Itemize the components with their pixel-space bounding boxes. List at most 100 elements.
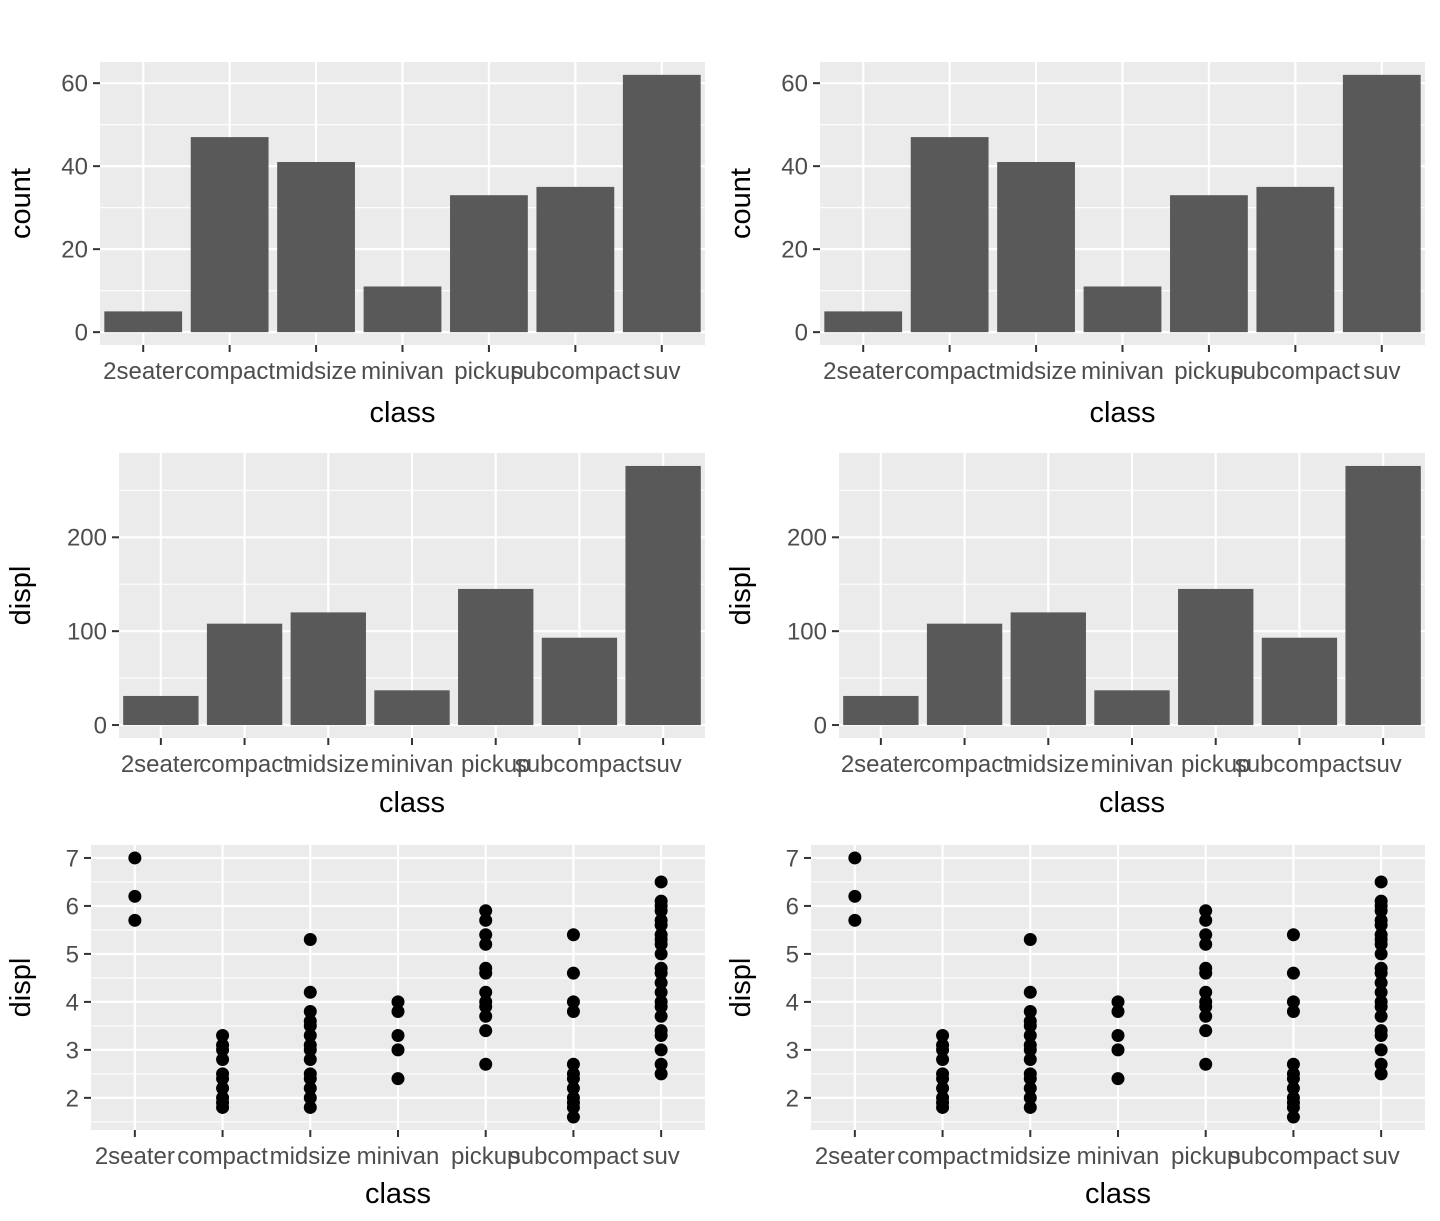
bar-minivan [1083, 286, 1162, 333]
x-tick-label-suv: suv [644, 751, 681, 778]
bar-2seater [123, 695, 199, 726]
point-pickup [479, 1009, 493, 1023]
x-tick-label-2seater: 2seater [103, 358, 183, 385]
x-tick-label-minivan: minivan [371, 751, 454, 778]
point-suv [654, 894, 668, 908]
y-tick-label: 100 [787, 619, 827, 646]
point-suv [1374, 1057, 1388, 1071]
point-subcompact [1286, 1067, 1300, 1081]
point-suv [654, 875, 668, 889]
y-axis-title: displ [5, 566, 37, 626]
y-axis-title: displ [725, 958, 757, 1018]
point-midsize [303, 985, 317, 999]
bar-subcompact [541, 637, 618, 726]
point-minivan [1111, 1004, 1125, 1018]
bar-midsize [290, 612, 366, 726]
x-tick-label-subcompact: subcompact [1231, 358, 1361, 385]
point-suv [654, 913, 668, 927]
x-tick-label-subcompact: subcompact [509, 1143, 639, 1170]
y-tick-label: 4 [66, 989, 79, 1016]
point-midsize [303, 1004, 317, 1018]
point-suv [1374, 1043, 1388, 1057]
point-pickup [479, 995, 493, 1009]
point-suv [1374, 961, 1388, 975]
x-axis-title: class [365, 1178, 431, 1210]
point-midsize [303, 1091, 317, 1105]
point-midsize [1023, 985, 1037, 999]
x-tick-label-subcompact: subcompact [1229, 1143, 1359, 1170]
point-compact [936, 1052, 950, 1066]
y-tick-label: 7 [66, 845, 79, 872]
x-tick-label-pickup: pickup [1171, 1143, 1240, 1170]
bar-midsize [277, 162, 355, 333]
x-tick-label-2seater: 2seater [841, 751, 921, 778]
x-tick-label-2seater: 2seater [121, 751, 201, 778]
point-midsize [1023, 933, 1037, 947]
point-suv [1374, 985, 1388, 999]
point-minivan [1111, 1028, 1125, 1042]
x-tick-label-compact: compact [904, 358, 995, 385]
point-compact [216, 1091, 230, 1105]
point-suv [654, 1057, 668, 1071]
x-tick-label-midsize: midsize [288, 751, 369, 778]
point-suv [1374, 976, 1388, 990]
point-compact [936, 1091, 950, 1105]
point-2seater [128, 889, 142, 903]
x-axis-title: class [379, 787, 445, 819]
point-2seater [848, 889, 862, 903]
point-pickup [1199, 985, 1213, 999]
point-minivan [391, 1072, 405, 1086]
x-tick-label-pickup: pickup [461, 751, 530, 778]
point-subcompact [566, 928, 580, 942]
x-tick-label-midsize: midsize [270, 1143, 351, 1170]
point-suv [654, 985, 668, 999]
y-axis-title: count [725, 168, 757, 239]
bar-compact [190, 137, 269, 333]
point-compact [936, 1028, 950, 1042]
point-minivan [1111, 1043, 1125, 1057]
point-midsize [1023, 1081, 1037, 1095]
point-compact [216, 1028, 230, 1042]
y-tick-label: 60 [781, 71, 808, 98]
y-tick-label: 40 [781, 154, 808, 181]
point-subcompact [1286, 1110, 1300, 1124]
cell-bottom-left: 2 3 4 5 6 7 2seater compact midsize minivan pickup… [0, 830, 720, 1221]
point-suv [1374, 913, 1388, 927]
bar-minivan [1094, 690, 1170, 726]
x-tick-label-midsize: midsize [995, 358, 1076, 385]
point-midsize [1023, 1052, 1037, 1066]
point-suv [1374, 947, 1388, 961]
point-pickup [1199, 904, 1213, 918]
y-tick-label: 7 [786, 845, 799, 872]
point-subcompact [1286, 995, 1300, 1009]
x-tick-label-pickup: pickup [454, 358, 523, 385]
y-tick-label: 20 [781, 237, 808, 264]
point-subcompact [566, 1057, 580, 1071]
x-tick-label-minivan: minivan [1077, 1143, 1160, 1170]
chart-count-by-class-right: 0 20 40 60 2seater compact midsize minivan picku… [720, 0, 1440, 440]
y-tick-label: 0 [75, 320, 88, 347]
point-pickup [1199, 961, 1213, 975]
point-pickup [1199, 995, 1213, 1009]
point-compact [936, 1067, 950, 1081]
cell-middle-right: 0 100 200 2seater compact midsize minivan picku… [720, 440, 1440, 830]
bar-minivan [363, 286, 442, 333]
bar-compact [926, 623, 1003, 726]
x-axis-title: class [1085, 1178, 1151, 1210]
x-tick-label-pickup: pickup [1181, 751, 1250, 778]
point-suv [654, 928, 668, 942]
y-tick-label: 2 [66, 1085, 79, 1112]
chart-displ-points-by-class-left: 2 3 4 5 6 7 2seater compact midsize minivan pickup… [0, 830, 720, 1221]
point-minivan [1111, 1072, 1125, 1086]
bar-subcompact [1261, 637, 1338, 726]
point-subcompact [566, 995, 580, 1009]
cell-middle-left: 0 100 200 2seater compact midsize minivan picku… [0, 440, 720, 830]
point-subcompact [1286, 928, 1300, 942]
x-tick-label-midsize: midsize [1008, 751, 1089, 778]
point-pickup [1199, 913, 1213, 927]
x-tick-label-suv: suv [643, 358, 680, 385]
point-suv [1374, 894, 1388, 908]
point-minivan [391, 1028, 405, 1042]
point-suv [654, 1024, 668, 1038]
y-tick-label: 5 [66, 941, 79, 968]
